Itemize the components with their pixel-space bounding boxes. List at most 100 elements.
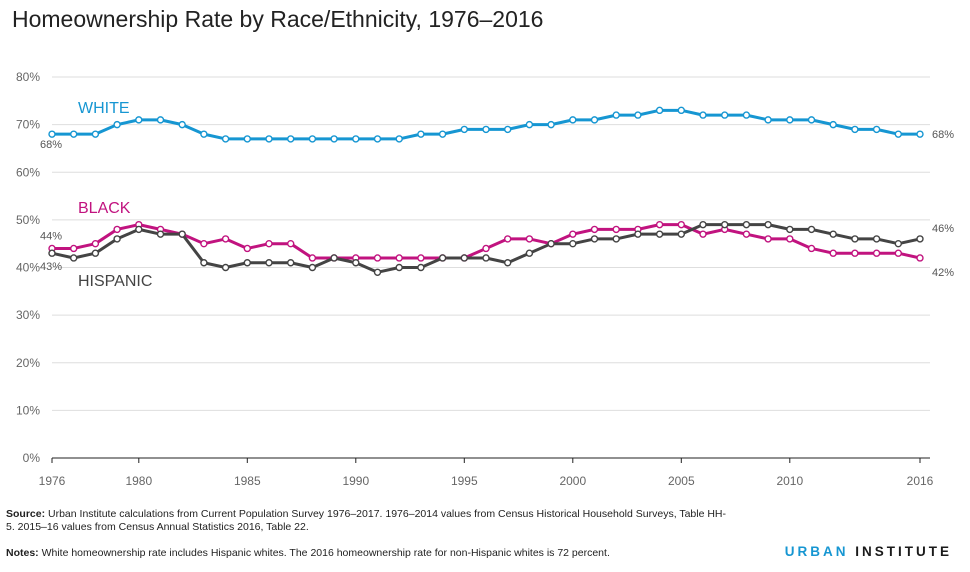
black-point: [308, 254, 317, 262]
black-point: [894, 249, 902, 257]
black-point: [829, 249, 837, 257]
black-point: [612, 225, 620, 234]
hispanic-point: [634, 230, 642, 238]
hispanic-point: [721, 220, 729, 229]
white-point: [113, 120, 121, 129]
black-point: [69, 244, 78, 253]
black-point: [482, 244, 490, 253]
hispanic-point: [113, 235, 121, 243]
hispanic-point: [373, 268, 382, 276]
hispanic-point: [178, 230, 186, 238]
source-label: Source:: [6, 508, 46, 520]
y-tick-label: 10%: [16, 403, 40, 417]
black-point: [764, 235, 772, 243]
white-point: [894, 130, 902, 138]
black-point: [395, 254, 403, 262]
hispanic-point: [569, 239, 577, 248]
urban-institute-logo: URBAN INSTITUTE: [785, 544, 952, 559]
white-point: [200, 130, 208, 138]
white-point: [373, 135, 382, 143]
white-point: [590, 116, 599, 124]
hispanic-point: [48, 249, 56, 257]
black-point: [786, 235, 794, 243]
hispanic-point: [135, 225, 143, 234]
black-start-label: 44%: [40, 230, 62, 242]
black-point: [221, 235, 230, 243]
black-point: [590, 225, 599, 234]
white-point: [156, 116, 165, 124]
white-point: [438, 130, 447, 138]
hispanic-point: [69, 254, 78, 262]
black-point: [243, 244, 252, 253]
line-chart: 0% 10% 20% 30% 40% 50% 60% 70% 80% 1976 1980 1985 19…: [16, 70, 954, 488]
white-point: [721, 111, 729, 119]
hispanic-point: [547, 239, 555, 248]
x-tick-label: 1990: [342, 474, 369, 488]
brand-first: URBAN: [784, 544, 849, 559]
white-point: [395, 135, 403, 143]
x-tick-label: 2005: [668, 474, 695, 488]
hispanic-point: [655, 230, 664, 238]
white-point: [699, 111, 707, 119]
hispanic-point: [851, 235, 859, 243]
hispanic-point: [308, 263, 317, 272]
white-point: [482, 125, 490, 134]
white-point: [829, 120, 837, 129]
white-point: [352, 135, 360, 143]
hispanic-point: [395, 263, 403, 272]
y-tick-label: 60%: [16, 165, 40, 179]
white-point: [851, 125, 859, 134]
hispanic-point: [699, 220, 707, 229]
black-point: [504, 235, 512, 243]
x-tick-label: 1995: [451, 474, 478, 488]
black-point: [742, 230, 751, 238]
hispanic-point: [200, 259, 208, 267]
black-point: [113, 225, 121, 234]
black-point: [677, 220, 685, 229]
white-point: [655, 106, 664, 115]
hispanic-point: [265, 259, 273, 267]
black-point: [265, 239, 273, 248]
black-point: [655, 220, 664, 229]
notes-text: White homeownership rate includes Hispan…: [38, 547, 610, 559]
series-lines: [48, 106, 924, 276]
white-point: [48, 130, 56, 138]
black-point: [91, 239, 100, 248]
chart-title: Homeownership Rate by Race/Ethnicity, 19…: [12, 6, 544, 32]
hispanic-point: [460, 254, 468, 262]
hispanic-start-label: 43%: [40, 261, 62, 273]
y-tick-label: 0%: [23, 451, 41, 465]
black-point: [287, 239, 295, 248]
series-labels: WHITE BLACK HISPANIC 68% 68% 44% 42% 43% 46%: [40, 100, 954, 290]
hispanic-point: [764, 220, 772, 229]
x-tick-label: 1980: [125, 474, 152, 488]
hispanic-point: [352, 259, 360, 267]
white-point: [265, 135, 273, 143]
black-point: [373, 254, 382, 262]
y-tick-label: 50%: [16, 213, 40, 227]
axes: 0% 10% 20% 30% 40% 50% 60% 70% 80% 1976 1980 1985 19…: [16, 70, 934, 488]
white-point: [764, 116, 772, 124]
x-tick-label: 2016: [907, 474, 934, 488]
black-point: [916, 254, 924, 262]
white-point: [91, 130, 100, 138]
white-point: [677, 106, 685, 115]
white-point: [417, 130, 425, 138]
black-series-label: BLACK: [78, 200, 131, 217]
white-point: [135, 116, 143, 124]
hispanic-point: [330, 254, 338, 262]
hispanic-point: [590, 235, 599, 243]
hispanic-point: [829, 230, 837, 238]
hispanic-point: [438, 254, 447, 262]
hispanic-point: [742, 220, 751, 229]
white-point: [916, 130, 924, 138]
white-point: [525, 120, 534, 129]
black-point: [200, 239, 208, 248]
x-tick-label: 1985: [234, 474, 261, 488]
white-point: [786, 116, 794, 124]
hispanic-point: [525, 249, 534, 257]
white-start-label: 68%: [40, 139, 62, 151]
white-point: [308, 135, 317, 143]
hispanic-point: [221, 263, 230, 272]
white-series-label: WHITE: [78, 100, 130, 117]
